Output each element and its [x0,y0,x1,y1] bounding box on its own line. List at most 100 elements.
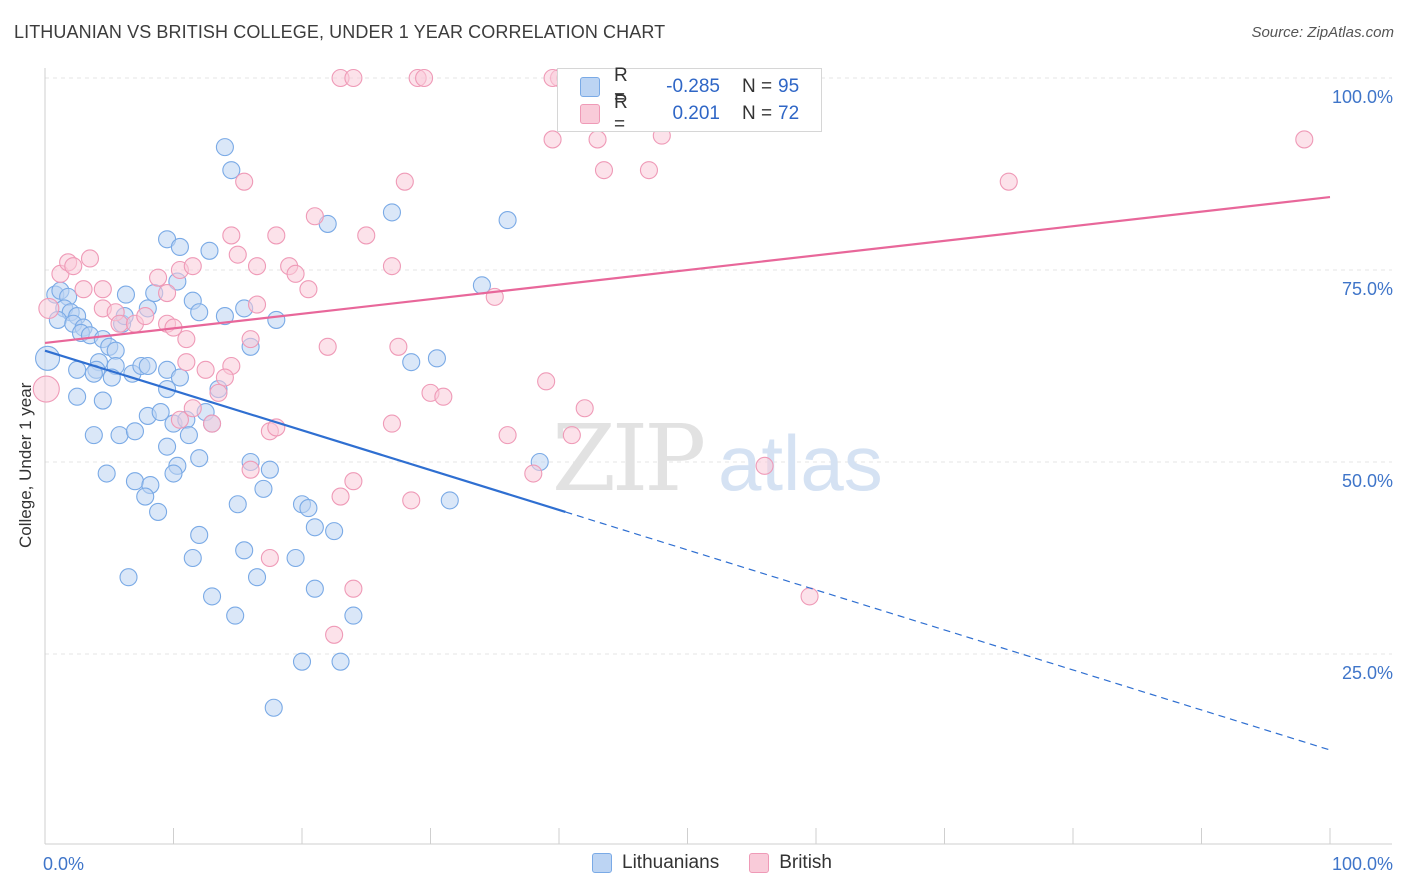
data-point [382,203,402,222]
series-legend-label: British [779,852,832,873]
data-point [260,460,279,479]
trend-line [44,195,1331,345]
data-point [97,464,116,483]
data-point [524,464,543,483]
data-point [498,211,517,230]
series-legend-item-lithuanians[interactable]: Lithuanians [592,852,719,874]
y-tick-label: 50.0% [1342,471,1393,491]
legend-r-label: R = [614,92,628,135]
data-point [331,487,350,506]
data-point [183,548,202,568]
data-point [203,587,222,606]
data-point [170,368,189,387]
data-point [286,264,305,283]
data-point [305,207,324,226]
data-point [116,285,136,304]
series-legend-item-british[interactable]: British [749,852,832,874]
data-point [74,280,93,299]
data-point [215,138,234,157]
data-point [151,403,170,422]
data-point [125,472,144,491]
data-point [1295,130,1314,149]
data-point [190,525,209,545]
data-point [575,399,594,418]
data-point [183,399,202,418]
data-point [177,330,196,349]
trend-lines [44,195,1331,751]
data-point [209,383,228,402]
data-point [639,161,659,180]
legend-r-value: -0.285 [666,76,720,97]
data-point [800,587,819,606]
legend-r-value: 0.201 [672,103,720,124]
data-point [331,652,350,671]
data-point [588,130,607,149]
data-point [235,172,254,191]
series-legend-label: Lithuanians [622,852,720,873]
data-point [344,472,363,491]
data-point [149,268,168,287]
data-point [318,337,337,356]
data-point [149,502,168,521]
data-point [64,257,83,276]
data-point [402,353,421,372]
y-tick-label: 100.0% [1332,87,1393,107]
data-point [222,161,241,180]
tick-labels: 25.0% 50.0% 75.0% 100.0% 0.0% 100.0% [43,87,1393,874]
data-point [196,360,215,379]
data-point [562,426,581,445]
data-point [38,297,60,319]
data-point [299,280,318,299]
correlation-legend: R = -0.285 N = 95 R = 0.201 N = 72 [557,65,822,135]
data-point [136,487,155,506]
data-point [344,579,363,598]
watermark-atlas: atlas [718,419,883,507]
x-tick-label: 100.0% [1332,854,1393,874]
data-point [84,426,103,445]
data-point [235,541,254,560]
data-point [537,372,556,391]
y-tick-label: 25.0% [1342,663,1393,683]
grid-lines [45,77,1392,655]
trend-line [44,349,566,513]
data-point [427,349,446,368]
data-point [594,161,614,180]
data-point [389,337,408,356]
data-point [402,491,421,510]
data-point [382,257,402,276]
data-point [138,356,157,376]
legend-n-value: 72 [778,103,800,124]
data-point [395,172,414,191]
series-swatch-lithuanians [592,853,612,873]
data-point [264,698,283,717]
data-point [119,568,138,587]
data-point [286,548,305,568]
data-point [305,579,324,598]
data-point [260,548,279,568]
data-point [999,172,1018,191]
data-point [254,479,273,498]
data-point [110,314,129,333]
data-point [215,307,234,326]
source-label: Source: ZipAtlas.com [1251,24,1394,41]
data-point [106,341,125,360]
legend-swatch-british [580,104,600,124]
series-swatch-british [749,853,770,873]
data-point [170,410,189,429]
legend-swatch-lithuanians [580,77,600,97]
data-point [247,257,267,276]
data-point [325,522,344,541]
data-point [415,68,434,88]
y-tick-label: 75.0% [1342,279,1393,299]
legend-n-label: N = [742,76,773,97]
data-point [35,345,61,371]
series-british [32,68,1314,644]
series-legend: Lithuanians British [592,852,862,874]
data-point [305,518,324,537]
data-point [203,414,222,433]
axes [44,68,1392,845]
trend-line-extension [565,511,1331,751]
data-point [228,495,247,514]
data-point [93,280,112,299]
